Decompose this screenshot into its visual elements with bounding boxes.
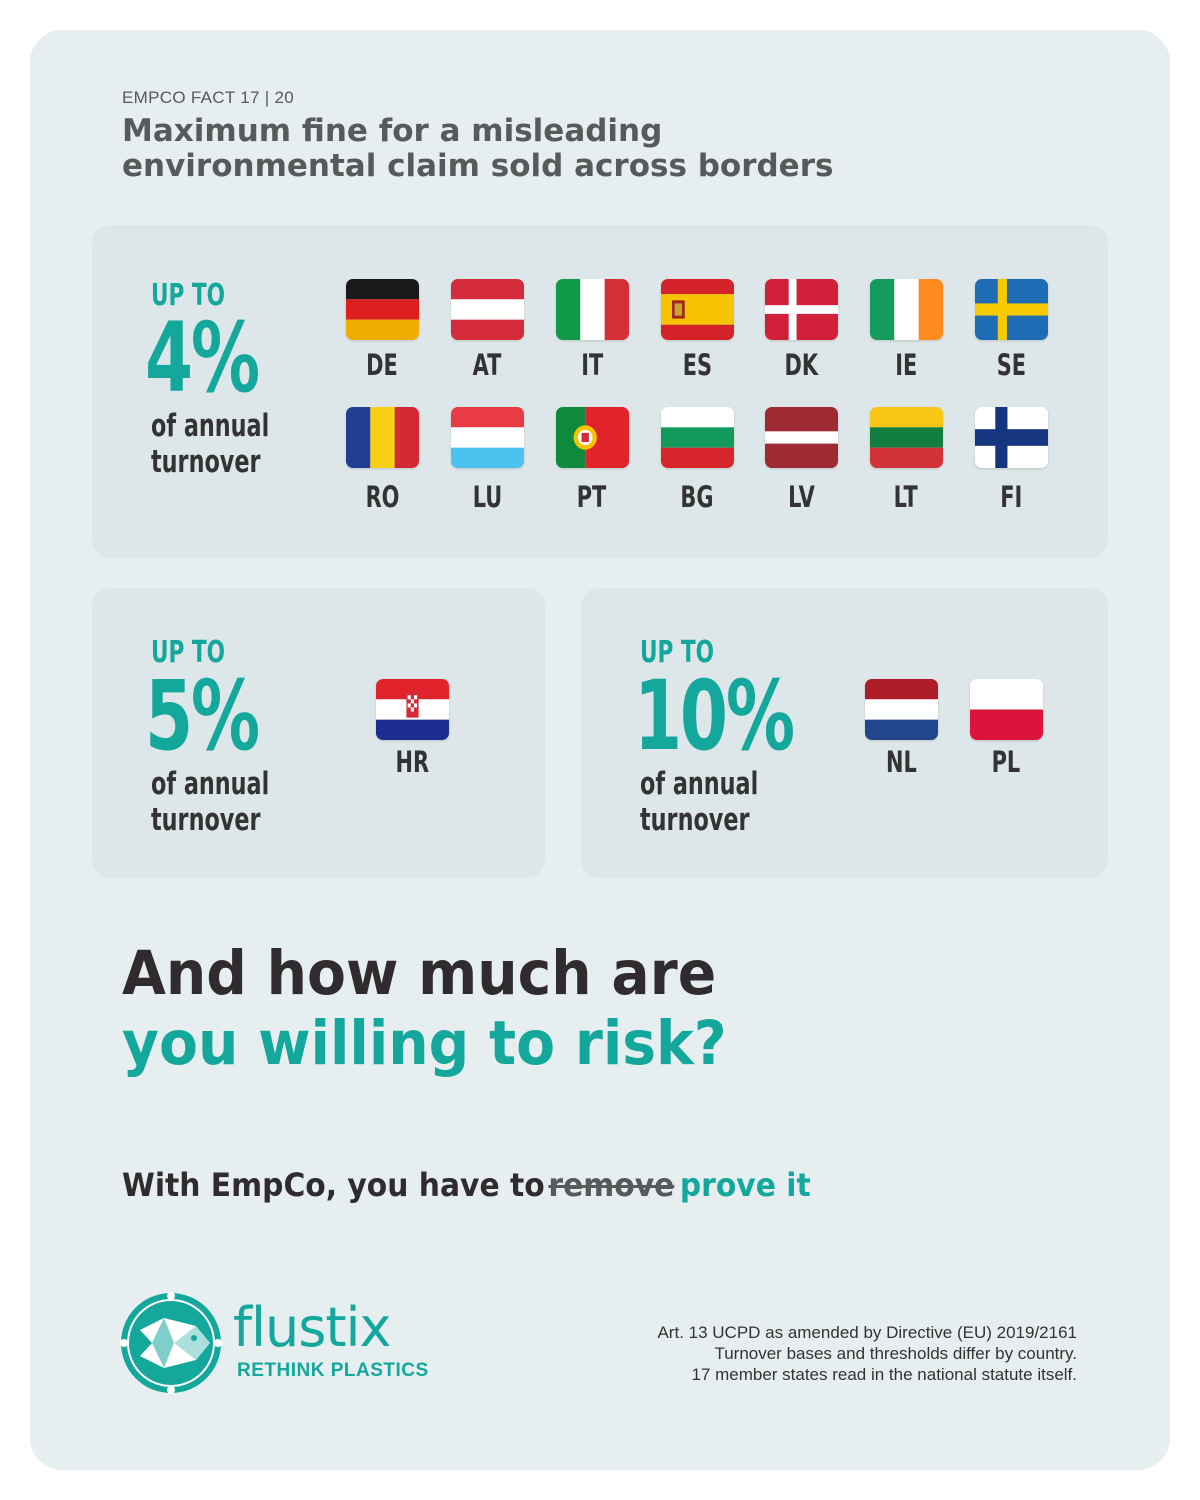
- country-code: RO: [365, 480, 399, 514]
- country-code: PT: [577, 480, 607, 514]
- title-line-2: environmental claim sold across borders: [122, 148, 834, 184]
- fact-counter: EMPCO FACT 17 | 20: [122, 88, 295, 107]
- flag-pl-icon: [970, 679, 1043, 740]
- note-line: Turnover bases and thresholds differ by …: [714, 1344, 1077, 1363]
- title-line-1: Maximum fine for a misleading: [122, 113, 663, 149]
- flag-pt-icon: [556, 407, 629, 468]
- tier-5-up-to-label: UP TO: [151, 635, 225, 670]
- turnover-line-2: turnover: [151, 802, 261, 838]
- flag-de-icon: [346, 279, 419, 340]
- country-code: DK: [784, 348, 818, 382]
- tagline-accent: prove it: [679, 1166, 811, 1204]
- brand-subtitle: RETHINK PLASTICS: [237, 1360, 429, 1381]
- country-code: AT: [472, 348, 502, 382]
- tagline-struck-word: remove: [548, 1166, 675, 1204]
- country-code: IT: [580, 348, 604, 382]
- country-code: NL: [885, 745, 917, 779]
- flag-it-icon: [556, 279, 629, 340]
- flag-dk-icon: [765, 279, 838, 340]
- flag-ro-icon: [346, 407, 419, 468]
- flag-ie-icon: [870, 279, 943, 340]
- country-code: LT: [893, 480, 919, 514]
- country-code: ES: [682, 348, 712, 382]
- tier-4-percent-value: 4%: [145, 302, 260, 414]
- tagline: With EmpCo, you have to remove prove it: [122, 1166, 811, 1204]
- flag-fi-icon: [975, 407, 1048, 468]
- source-notes: Art. 13 UCPD as amended by Directive (EU…: [557, 1322, 1077, 1385]
- flustix-logo-icon: [118, 1290, 224, 1396]
- country-code: HR: [395, 745, 429, 779]
- tagline-prefix: With EmpCo, you have to: [122, 1166, 545, 1204]
- country-code: SE: [996, 348, 1026, 382]
- note-line: Art. 13 UCPD as amended by Directive (EU…: [657, 1323, 1077, 1342]
- flag-se-icon: [975, 279, 1048, 340]
- turnover-line-1: of annual: [640, 766, 759, 802]
- country-code: IE: [894, 348, 918, 382]
- turnover-line-2: turnover: [640, 802, 750, 838]
- note-line: 17 member states read in the national st…: [691, 1365, 1077, 1384]
- flag-bg-icon: [661, 407, 734, 468]
- flag-nl-icon: [865, 679, 938, 740]
- country-code: LU: [472, 480, 502, 514]
- question-line-2: you willing to risk?: [122, 1008, 727, 1079]
- tier-5-percent-value: 5%: [145, 660, 260, 772]
- country-code: PL: [991, 745, 1021, 779]
- turnover-line-2: turnover: [151, 444, 261, 480]
- brand-name: flustix: [233, 1296, 392, 1359]
- flag-lt-icon: [870, 407, 943, 468]
- flag-hr-icon: [376, 679, 449, 740]
- flag-lu-icon: [451, 407, 524, 468]
- tier-5-turnover-label: of annual turnover: [151, 766, 269, 838]
- turnover-line-1: of annual: [151, 408, 270, 444]
- flag-lv-icon: [765, 407, 838, 468]
- turnover-line-1: of annual: [151, 766, 270, 802]
- tier-10-up-to-label: UP TO: [640, 635, 714, 670]
- page-title: Maximum fine for a misleading environmen…: [122, 114, 882, 184]
- country-code: DE: [366, 348, 398, 382]
- flag-at-icon: [451, 279, 524, 340]
- flag-es-icon: [661, 279, 734, 340]
- tier-4-turnover-label: of annual turnover: [151, 408, 269, 480]
- country-code: FI: [999, 480, 1023, 514]
- question-line-1: And how much are: [122, 938, 717, 1009]
- tier-4-up-to-label: UP TO: [151, 278, 225, 313]
- tier-10-turnover-label: of annual turnover: [640, 766, 758, 838]
- country-code: LV: [787, 480, 815, 514]
- tier-10-percent-value: 10%: [634, 660, 795, 772]
- country-code: BG: [680, 480, 714, 514]
- tier-5-percent-panel: [92, 588, 545, 878]
